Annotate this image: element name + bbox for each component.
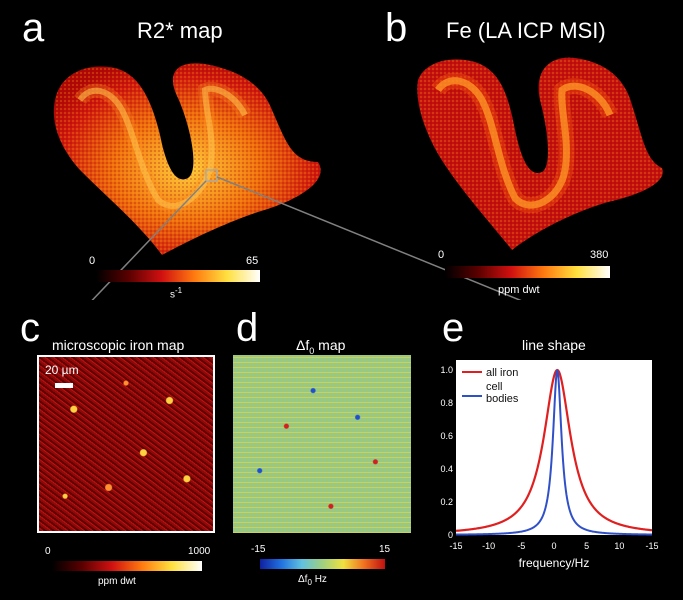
line-shape-chart: -15 -10 -5 0 5 10 -1500.20.40.60.81.0frequency… xyxy=(440,360,659,570)
panel-e-title: line shape xyxy=(522,337,586,353)
cb-a-min: 0 xyxy=(89,255,96,267)
zoom-region-box xyxy=(205,169,218,182)
cb-d-unit: Δf0 Hz xyxy=(298,574,327,587)
chart-plot-area xyxy=(456,360,652,535)
microscopic-iron-map: 20 µm xyxy=(37,355,215,533)
panel-label-e: e xyxy=(442,306,465,350)
fe-brain-image xyxy=(417,57,663,251)
r2star-brain-image xyxy=(53,63,321,255)
x-tick-label: 5 xyxy=(584,541,589,551)
y-tick-label: 0 xyxy=(448,530,453,540)
panel-a-title: R2* map xyxy=(137,18,223,43)
series-line-all-iron xyxy=(455,368,653,532)
y-tick-label: 0.8 xyxy=(440,398,453,408)
panel-label-b: b xyxy=(385,6,408,50)
panel-label-c: c xyxy=(20,306,40,350)
cb-a-max: 65 xyxy=(246,255,259,267)
cb-c-min: 0 xyxy=(45,546,51,557)
colorbar-d xyxy=(260,559,385,569)
x-tick-label: -10 xyxy=(482,541,495,551)
cb-b-max: 380 xyxy=(590,249,609,261)
cb-c-max: 1000 xyxy=(188,546,211,557)
y-tick-label: 1.0 xyxy=(440,365,453,375)
y-tick-label: 0.6 xyxy=(440,431,453,441)
cb-c-unit: ppm dwt xyxy=(98,576,136,587)
legend-label-all-iron: all iron xyxy=(486,367,518,379)
cb-b-min: 0 xyxy=(438,249,445,261)
y-tick-label: 0.2 xyxy=(440,497,453,507)
cb-d-min: -15 xyxy=(251,544,266,555)
series-line-cell-bodies xyxy=(456,369,653,536)
cb-a-unit: s-1 xyxy=(170,286,183,301)
x-axis-label: frequency/Hz xyxy=(519,556,590,570)
cb-b-unit: ppm dwt xyxy=(498,284,540,296)
x-tick-label: 0 xyxy=(551,541,556,551)
panel-label-d: d xyxy=(236,306,259,350)
zoom-line-left xyxy=(91,180,207,300)
colorbar-c xyxy=(52,561,202,571)
y-tick-label: 0.4 xyxy=(440,464,453,474)
panel-c-title: microscopic iron map xyxy=(52,337,185,353)
colorbar-a xyxy=(96,270,260,282)
cb-d-max: 15 xyxy=(379,544,391,555)
zoom-line-right xyxy=(216,176,522,300)
x-tick-label: -5 xyxy=(517,541,525,551)
x-tick-label: -15 xyxy=(645,541,658,551)
panel-d-title: Δf0 map xyxy=(296,337,346,356)
scalebar xyxy=(55,383,73,388)
x-tick-label: -15 xyxy=(449,541,462,551)
x-tick-label: 10 xyxy=(614,541,624,551)
delta-f0-map xyxy=(233,355,411,533)
brain-maps xyxy=(53,57,663,300)
colorbar-b xyxy=(445,266,610,278)
panel-b-title: Fe (LA ICP MSI) xyxy=(446,18,606,43)
panel-label-a: a xyxy=(22,6,45,50)
scalebar-label: 20 µm xyxy=(45,363,79,377)
legend-label-cell-bodies: cell bodies xyxy=(486,381,519,405)
